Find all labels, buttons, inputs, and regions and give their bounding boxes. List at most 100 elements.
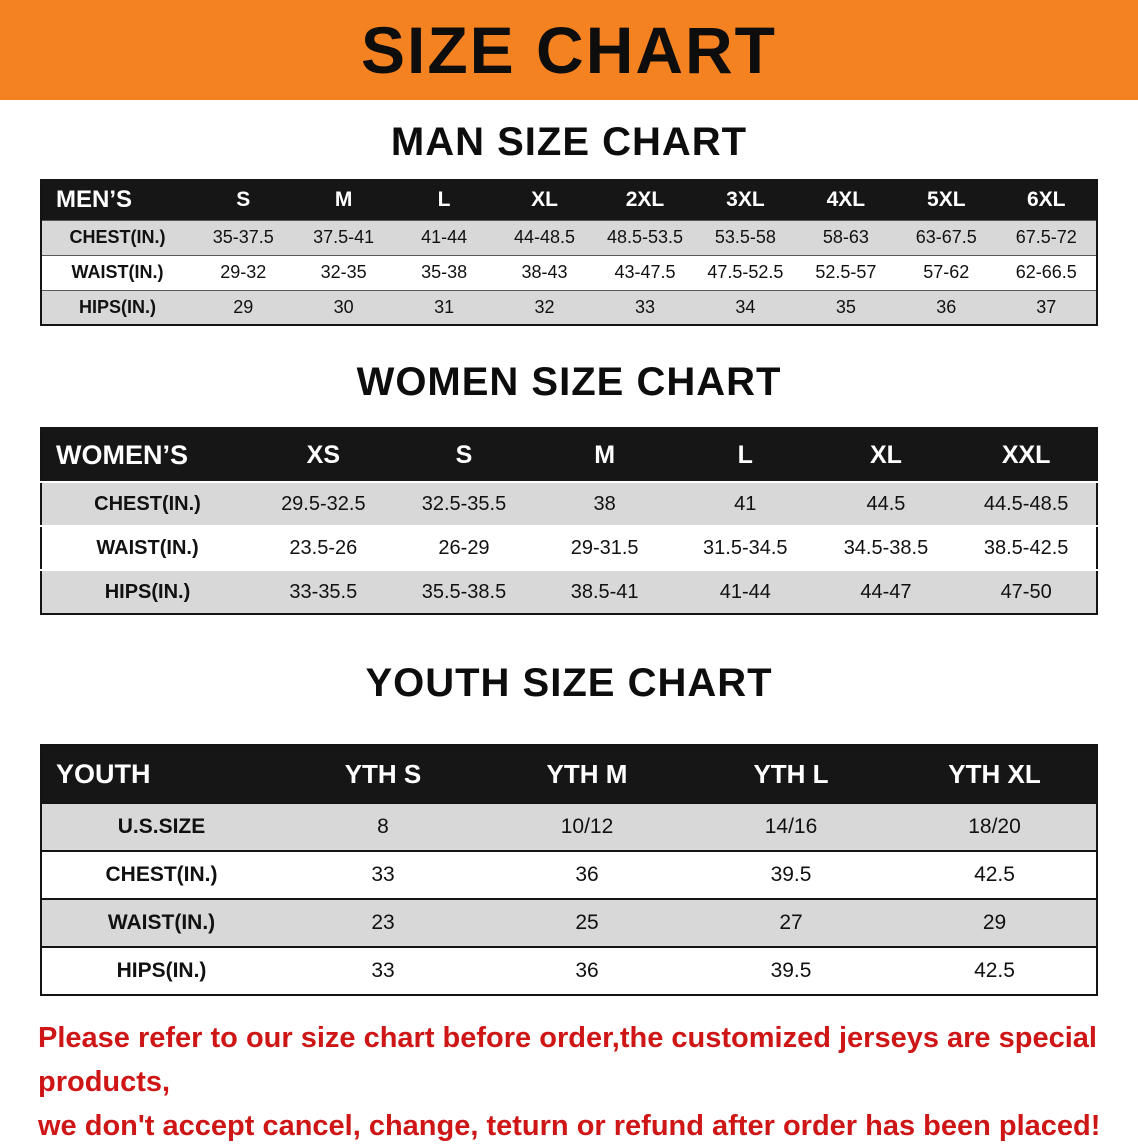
size-value: 18/20	[968, 815, 1021, 838]
size-value: 25	[575, 911, 599, 934]
men-size-chart-section: MAN SIZE CHART MEN’S S M L XL 2XL 3XL 4XL 5XL 6XL…	[0, 120, 1138, 326]
size-value: 30	[333, 296, 354, 317]
women-section-heading: WOMEN SIZE CHART	[356, 360, 782, 404]
table-row: CHEST(IN.) 35-37.5 37.5-41 41-44 44-48.5 48.5…	[41, 220, 1097, 255]
row-label: HIPS(IN.)	[104, 580, 191, 603]
size-value: 32-35	[320, 262, 367, 282]
women-size-chart-section: WOMEN SIZE CHART WOMEN’S XS S M L XL XXL CHEST(…	[0, 360, 1138, 615]
youth-size-table: YOUTH YTH S YTH M YTH L YTH XL U.S.SIZE 8 10/12…	[40, 744, 1098, 996]
size-value: 35-37.5	[212, 227, 274, 247]
size-column-header: XXL	[956, 428, 1097, 482]
table-corner-label: WOMEN’S	[41, 428, 253, 482]
size-value: 44-47	[860, 580, 912, 603]
size-value: 8	[377, 815, 389, 838]
table-header-row: YOUTH YTH S YTH M YTH L YTH XL	[41, 745, 1097, 803]
size-value: 33	[371, 959, 395, 982]
table-row: CHEST(IN.) 29.5-32.5 32.5-35.5 38 41 44.5 44.5…	[41, 482, 1097, 526]
size-value: 35	[835, 296, 856, 317]
table-row: U.S.SIZE 8 10/12 14/16 18/20	[41, 803, 1097, 851]
youth-size-chart-section: YOUTH SIZE CHART YOUTH YTH S YTH M YTH L YTH…	[0, 661, 1138, 996]
size-value: 42.5	[974, 863, 1015, 886]
table-corner-label: MEN’S	[41, 180, 193, 220]
row-label: HIPS(IN.)	[78, 296, 156, 317]
size-column-header: L	[393, 180, 495, 220]
row-label: WAIST(IN.)	[107, 911, 216, 934]
banner-title: SIZE CHART	[361, 13, 777, 87]
size-column-header: YTH XL	[893, 745, 1097, 803]
size-value: 33-35.5	[289, 580, 358, 603]
size-value: 48.5-53.5	[606, 227, 683, 247]
size-value: 38.5-41	[570, 580, 639, 603]
size-value: 41	[734, 492, 757, 515]
size-value: 29.5-32.5	[281, 492, 366, 515]
size-value: 33	[634, 296, 655, 317]
size-value: 43-47.5	[614, 262, 676, 282]
size-value: 52.5-57	[815, 262, 877, 282]
size-column-header: 6XL	[996, 180, 1097, 220]
table-header-row: WOMEN’S XS S M L XL XXL	[41, 428, 1097, 482]
size-column-header: YTH M	[485, 745, 689, 803]
size-value: 42.5	[974, 959, 1015, 982]
size-value: 67.5-72	[1015, 227, 1077, 247]
row-label: CHEST(IN.)	[105, 863, 218, 886]
men-section-heading: MAN SIZE CHART	[390, 120, 748, 164]
order-disclaimer: Please refer to our size chart before or…	[38, 1016, 1108, 1148]
size-column-header: XS	[253, 428, 394, 482]
row-label: U.S.SIZE	[117, 815, 206, 838]
size-value: 53.5-58	[714, 227, 776, 247]
size-value: 38-43	[521, 262, 568, 282]
size-chart-banner: SIZE CHART	[0, 0, 1138, 100]
size-column-header: M	[293, 180, 394, 220]
size-value: 29	[982, 911, 1007, 934]
size-value: 31.5-34.5	[703, 536, 788, 559]
size-column-header: 3XL	[695, 180, 796, 220]
size-column-header: S	[193, 180, 294, 220]
size-value: 39.5	[770, 863, 812, 886]
size-value: 41-44	[421, 227, 468, 247]
size-value: 58-63	[822, 227, 869, 247]
table-header-row: MEN’S S M L XL 2XL 3XL 4XL 5XL 6XL	[41, 180, 1097, 220]
row-label: HIPS(IN.)	[116, 959, 207, 982]
size-value: 39.5	[770, 959, 812, 982]
size-value: 38	[593, 492, 616, 515]
size-column-header: 2XL	[594, 180, 696, 220]
table-row: WAIST(IN.) 23 25 27 29	[41, 899, 1097, 947]
table-row: CHEST(IN.) 33 36 39.5 42.5	[41, 851, 1097, 899]
size-value: 33	[371, 863, 395, 886]
size-value: 35.5-38.5	[421, 580, 507, 603]
size-value: 36	[575, 863, 599, 886]
row-label: CHEST(IN.)	[94, 492, 201, 515]
size-value: 35-38	[421, 262, 468, 282]
size-value: 23.5-26	[289, 536, 358, 559]
size-value: 44.5-48.5	[983, 492, 1069, 515]
size-value: 29-31.5	[570, 536, 639, 559]
size-column-header: 5XL	[896, 180, 997, 220]
size-value: 29-32	[220, 262, 267, 282]
size-column-header: M	[534, 428, 675, 482]
men-size-table: MEN’S S M L XL 2XL 3XL 4XL 5XL 6XL CHEST(IN.) 35-37…	[40, 179, 1098, 326]
size-column-header: L	[674, 428, 816, 482]
size-column-header: YTH L	[689, 745, 893, 803]
size-value: 44-48.5	[514, 227, 576, 247]
table-row: HIPS(IN.) 33 36 39.5 42.5	[41, 947, 1097, 995]
size-value: 44.5	[866, 492, 906, 515]
size-value: 62-66.5	[1015, 262, 1077, 282]
size-column-header: XL	[494, 180, 595, 220]
size-value: 47.5-52.5	[707, 262, 784, 282]
size-value: 10/12	[560, 815, 614, 838]
row-label: WAIST(IN.)	[96, 536, 199, 559]
disclaimer-line: Please refer to our size chart before or…	[38, 1022, 1097, 1098]
size-value: 27	[779, 911, 803, 934]
table-row: HIPS(IN.) 29 30 31 32 33 34 35 36 37	[41, 290, 1097, 325]
size-value: 31	[434, 296, 455, 317]
size-value: 38.5-42.5	[983, 536, 1069, 559]
size-value: 26-29	[438, 536, 490, 559]
size-value: 32.5-35.5	[421, 492, 507, 515]
size-value: 36	[575, 959, 599, 982]
women-size-table: WOMEN’S XS S M L XL XXL CHEST(IN.) 29.5-32.5 32.5…	[40, 427, 1098, 615]
disclaimer-line: we don't accept cancel, change, teturn o…	[38, 1110, 1101, 1142]
size-value: 57-62	[923, 262, 970, 282]
size-value: 47-50	[1000, 580, 1052, 603]
size-value: 32	[534, 296, 555, 317]
size-column-header: 4XL	[795, 180, 897, 220]
